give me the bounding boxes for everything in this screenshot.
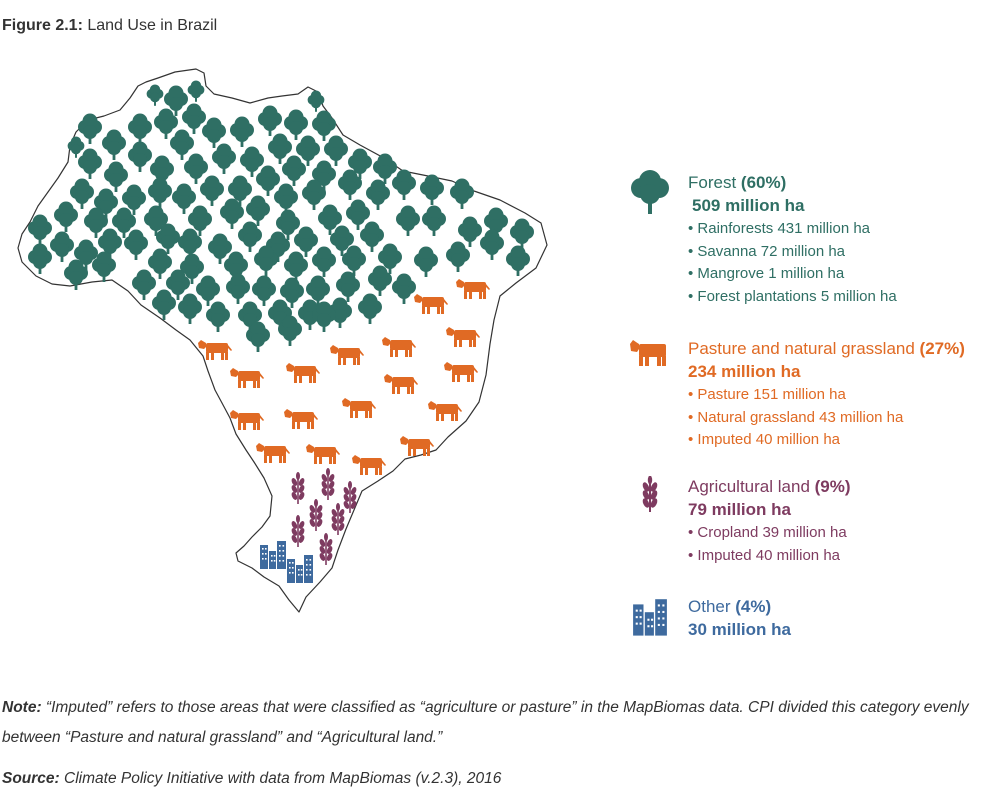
legend-forest-item: • Mangrove 1 million ha bbox=[688, 265, 845, 282]
legend-agriculture-total: 79 million ha bbox=[688, 500, 791, 519]
legend-forest-item: • Savanna 72 million ha bbox=[688, 242, 846, 260]
legend-pasture-item: • Pasture 151 million ha bbox=[688, 386, 846, 403]
legend-agriculture-pct: (9%) bbox=[814, 477, 851, 496]
note-text: “Imputed” refers to those areas that wer… bbox=[2, 699, 969, 746]
legend-forest-item: • Rainforests 431 million ha bbox=[688, 220, 871, 237]
source-label: Source: bbox=[2, 770, 60, 787]
wheat-icon bbox=[642, 476, 658, 512]
figure-note: Note: “Imputed” refers to those areas th… bbox=[2, 693, 972, 753]
legend-forest-total: 509 million ha bbox=[692, 196, 805, 215]
legend-agriculture-item: • Imputed 40 million ha bbox=[688, 546, 840, 564]
cow-icon bbox=[630, 340, 666, 366]
legend-pasture-total: 234 million ha bbox=[688, 362, 801, 381]
legend-forest-item: • Forest plantations 5 million ha bbox=[688, 287, 897, 305]
legend-pasture-item: • Natural grassland 43 million ha bbox=[688, 408, 904, 426]
legend-agriculture-item: • Cropland 39 million ha bbox=[688, 524, 847, 541]
note-label: Note: bbox=[2, 699, 42, 716]
legend-other-name: Other bbox=[688, 597, 731, 616]
brazil-land-use-map bbox=[17, 68, 548, 613]
other-icons bbox=[260, 541, 313, 583]
legend-other-total: 30 million ha bbox=[688, 620, 791, 639]
legend-pasture-item: • Imputed 40 million ha bbox=[688, 431, 840, 448]
tree-icon bbox=[631, 170, 669, 214]
figure-title-text: Land Use in Brazil bbox=[87, 17, 218, 34]
agriculture-icons bbox=[290, 468, 358, 565]
legend-other-pct: (4%) bbox=[735, 597, 772, 616]
legend-pasture-name: Pasture and natural grassland bbox=[688, 339, 915, 358]
legend-forest-pct: (60%) bbox=[740, 173, 787, 192]
figure-title: Figure 2.1: Land Use in Brazil bbox=[2, 17, 217, 35]
legend-pasture-pct: (27%) bbox=[919, 339, 965, 358]
legend-agriculture-name: Agricultural land bbox=[688, 477, 810, 496]
figure-source: Source: Climate Policy Initiative with d… bbox=[2, 770, 501, 788]
figure-label: Figure 2.1: bbox=[2, 17, 83, 34]
buildings-icon bbox=[633, 599, 667, 636]
source-text: Climate Policy Initiative with data from… bbox=[59, 770, 502, 787]
legend-forest-name: Forest bbox=[688, 173, 737, 192]
brazil-outline bbox=[17, 68, 548, 613]
forest-icons bbox=[28, 80, 534, 352]
